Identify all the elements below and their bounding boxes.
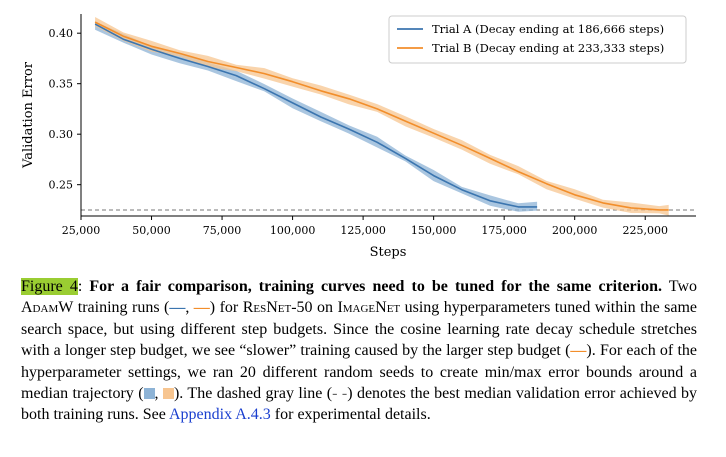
x-tick-label: 150,000 [411, 224, 457, 237]
x-tick-label: 225,000 [622, 224, 668, 237]
trial-a-line-symbol: — [169, 299, 186, 317]
y-tick-label: 0.35 [49, 78, 74, 91]
trial-b-line-symbol: — [193, 299, 210, 317]
x-tick-label: 175,000 [481, 224, 527, 237]
y-tick-label: 0.30 [49, 128, 74, 141]
x-tick-label: 50,000 [132, 224, 171, 237]
dashed-line-symbol: - - [332, 385, 348, 403]
y-axis-ticks: 0.25 0.30 0.35 0.40 [49, 27, 81, 192]
series-line-trial-b [94, 21, 669, 211]
legend-label-trial-b: Trial B (Decay ending at 233,333 steps) [432, 41, 664, 55]
model-name: ResNet [242, 299, 292, 317]
series-band-trial-b [95, 17, 669, 216]
x-tick-label: 200,000 [552, 224, 598, 237]
figure-label[interactable]: Figure 4 [21, 278, 78, 295]
plot-area [81, 17, 696, 216]
y-tick-label: 0.40 [49, 27, 74, 40]
x-axis-title: Steps [370, 245, 407, 260]
x-tick-label: 25,000 [62, 224, 101, 237]
y-axis-title: Validation Error [21, 61, 36, 169]
dataset-name: ImageNet [337, 299, 401, 317]
figure-caption: Figure 4: For a fair comparison, trainin… [21, 278, 698, 424]
legend-box [388, 15, 687, 64]
legend: Trial A (Decay ending at 186,666 steps) … [388, 15, 687, 64]
trial-b-line-symbol-2: — [570, 342, 587, 360]
trial-a-band-swatch [143, 388, 155, 400]
x-tick-label: 100,000 [270, 224, 316, 237]
appendix-link[interactable]: Appendix A.4.3 [169, 406, 271, 424]
caption-bold-title: For a fair comparison, training curves n… [89, 278, 662, 295]
optimizer-name: AdamW [21, 299, 74, 317]
series-band-trial-a [95, 21, 538, 212]
x-axis-ticks: 25,000 50,000 75,000 100,000 125,000 150,000 1… [62, 216, 668, 237]
x-tick-label: 75,000 [203, 224, 242, 237]
legend-label-trial-a: Trial A (Decay ending at 186,666 steps) [432, 22, 664, 36]
trial-b-band-swatch [162, 388, 174, 400]
series-line-trial-a [94, 23, 538, 208]
y-tick-label: 0.25 [49, 179, 74, 192]
x-tick-label: 125,000 [340, 224, 386, 237]
validation-error-chart: 25,000 50,000 75,000 100,000 125,000 150,000 1… [21, 14, 696, 260]
